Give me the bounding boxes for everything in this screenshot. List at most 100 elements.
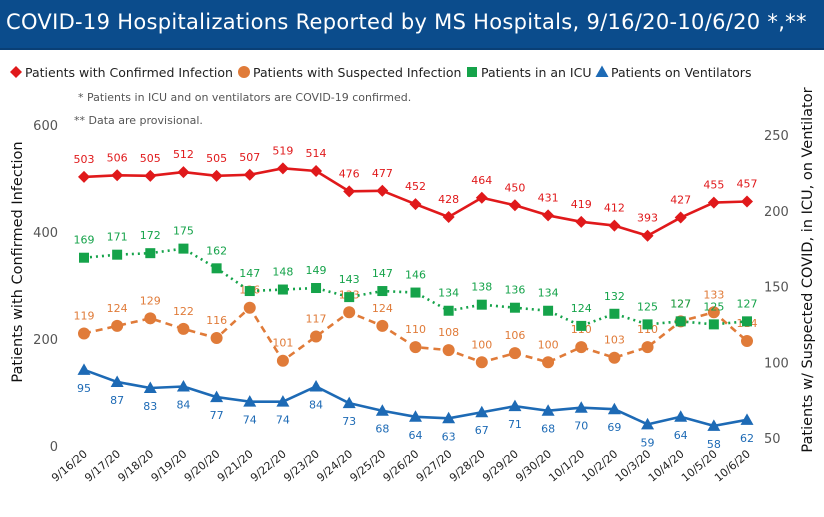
series-3-point-9: [377, 286, 388, 297]
series-4-label-19: 58: [707, 438, 721, 451]
series-1: 503 506 505 512 505 507 519 514 476 477 452 428 464 4…: [74, 144, 758, 242]
x-tick-label-4: 9/20/20: [182, 447, 223, 484]
series-1-label-0: 503: [74, 153, 95, 166]
series-4-point-16: [607, 402, 621, 415]
series-4-point-4: [210, 390, 224, 403]
series-3-point-13: [509, 302, 520, 313]
series-layer: 503 506 505 512 505 507 519 514 476 477 452 428 464 4…: [74, 144, 758, 451]
series-3-point-19: [708, 319, 719, 330]
series-4-label-5: 74: [243, 414, 257, 427]
x-axis: 9/16/209/17/209/18/209/19/209/20/209/21/…: [49, 447, 753, 484]
x-tick-label-18: 10/4/20: [646, 447, 687, 484]
series-2-label-17: 110: [637, 323, 658, 336]
series-3-point-6: [277, 284, 288, 295]
series-2-point-7: [310, 330, 323, 343]
series-3-label-6: 148: [272, 266, 293, 279]
series-4-point-2: [143, 381, 157, 394]
x-tick-label-10: 9/26/20: [381, 447, 422, 484]
legend-label-3: Patients in an ICU: [481, 65, 592, 80]
series-4-point-17: [641, 417, 655, 430]
series-3-point-0: [79, 252, 89, 263]
right-tick-label-4: 250: [764, 129, 789, 144]
series-3-point-20: [742, 316, 752, 327]
x-tick-label-7: 9/23/20: [281, 447, 322, 484]
series-2-point-20: [741, 335, 753, 348]
right-axis-title: Patients w/ Suspected COVID, in ICU, on …: [800, 87, 816, 452]
series-4-label-12: 67: [475, 424, 489, 437]
series-3-point-15: [576, 320, 587, 331]
series-3-label-15: 124: [571, 302, 592, 315]
series-1-label-16: 412: [604, 202, 625, 215]
series-3-point-17: [642, 319, 653, 330]
series-4: 95 87 83 84 77 74 74 84 73 68 64 63 67 71 68 70 69 59 64 58…: [77, 363, 754, 451]
series-1-label-14: 431: [538, 191, 559, 204]
x-tick-label-15: 10/1/20: [546, 447, 587, 484]
series-3-point-1: [112, 249, 123, 260]
series-4-label-9: 68: [375, 423, 389, 436]
series-1-point-12: [475, 191, 488, 204]
series-4-label-11: 63: [442, 430, 456, 443]
left-axis-title: Patients with Confirmed Infection: [10, 141, 26, 382]
series-3-label-10: 146: [405, 269, 426, 282]
series-2-label-19: 133: [703, 288, 724, 301]
series-1-point-15: [575, 215, 588, 228]
series-4-label-1: 87: [110, 394, 124, 407]
series-3-point-16: [609, 308, 620, 319]
series-1-label-13: 450: [504, 181, 525, 194]
series-3-point-11: [443, 305, 454, 316]
series-1-point-9: [376, 184, 389, 197]
series-2-point-4: [210, 332, 223, 345]
series-2-label-7: 117: [306, 312, 327, 325]
series-2-point-17: [641, 341, 654, 354]
series-1-point-18: [674, 211, 687, 224]
series-1-label-18: 427: [670, 194, 691, 207]
series-2-point-8: [343, 306, 356, 319]
series-1-point-11: [442, 211, 455, 224]
series-3-label-2: 172: [140, 229, 161, 242]
series-3-label-14: 134: [538, 287, 559, 300]
series-3-point-12: [476, 299, 487, 310]
series-4-label-6: 74: [276, 414, 290, 427]
series-4-point-11: [442, 411, 456, 424]
series-3-label-13: 136: [504, 284, 525, 297]
series-1-point-19: [707, 196, 720, 209]
series-2-label-11: 108: [438, 326, 459, 339]
series-2-label-10: 110: [405, 323, 426, 336]
series-3-label-17: 125: [637, 300, 658, 313]
series-3-label-0: 169: [74, 234, 95, 247]
series-3-point-18: [675, 316, 686, 327]
series-1-label-12: 464: [471, 174, 492, 187]
series-2-label-3: 122: [173, 305, 194, 318]
series-1-label-19: 455: [703, 179, 724, 192]
series-1-label-3: 512: [173, 148, 194, 161]
x-tick-label-16: 10/2/20: [579, 447, 620, 484]
series-1-label-11: 428: [438, 193, 459, 206]
series-1-label-20: 457: [737, 178, 758, 191]
series-2-point-15: [575, 341, 588, 354]
x-tick-label-5: 9/21/20: [215, 447, 256, 484]
series-2-label-1: 124: [107, 302, 128, 315]
series-2-label-9: 124: [372, 302, 393, 315]
series-3-point-14: [543, 305, 554, 316]
left-axis: 0 200 400 600: [33, 119, 58, 455]
series-3-label-7: 149: [306, 264, 327, 277]
series-1-point-13: [508, 199, 521, 212]
series-2-label-14: 100: [538, 338, 559, 351]
series-2-point-16: [608, 351, 621, 364]
series-4-point-1: [110, 375, 124, 387]
series-4-label-8: 73: [342, 415, 356, 428]
legend: Patients with Confirmed Infection Patient…: [10, 65, 751, 80]
series-2-label-6: 101: [272, 337, 293, 350]
series-2-point-9: [376, 319, 389, 332]
series-4-point-9: [375, 404, 389, 416]
series-4-point-8: [342, 396, 356, 409]
x-tick-label-8: 9/24/20: [314, 447, 355, 484]
series-4-point-20: [740, 413, 754, 425]
series-3-label-3: 175: [173, 225, 194, 238]
series-2-point-19: [707, 306, 720, 319]
series-3-point-8: [344, 292, 355, 303]
series-1-point-3: [177, 166, 190, 179]
series-4-label-17: 59: [641, 436, 655, 449]
legend-label-1: Patients with Confirmed Infection: [25, 65, 233, 80]
series-3-label-5: 147: [239, 267, 260, 280]
